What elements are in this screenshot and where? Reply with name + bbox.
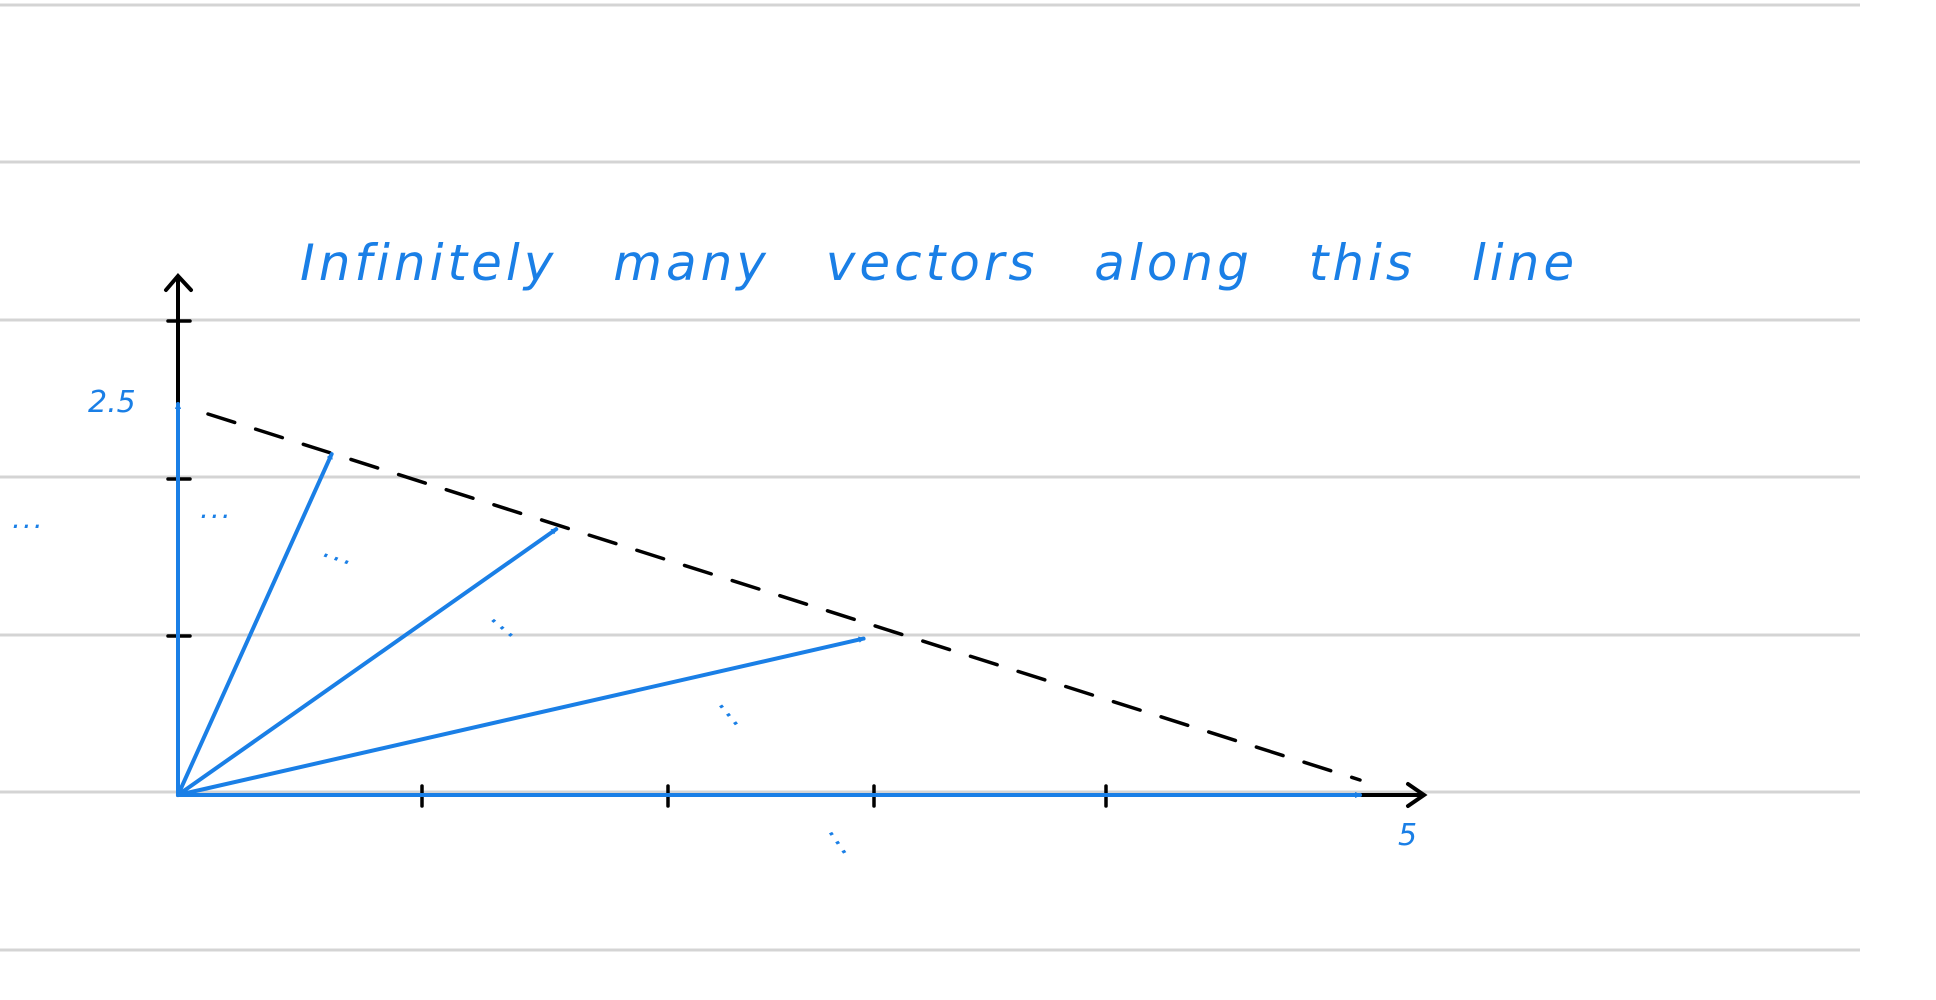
ellipsis-mark: ... <box>713 688 759 734</box>
y-axis-arrowhead <box>164 272 193 292</box>
ellipsis-marks: ... ... ... ... ... ... <box>12 492 868 863</box>
x-intercept-label: 5 <box>1398 818 1417 853</box>
ellipsis-mark: ... <box>12 502 45 535</box>
x-axis-arrowhead <box>1406 782 1428 808</box>
ellipsis-mark: ... <box>200 492 233 525</box>
ellipsis-mark: ... <box>822 817 868 863</box>
ellipsis-mark: ... <box>320 531 361 572</box>
dashed-solution-line <box>206 412 1362 782</box>
ellipsis-mark: ... <box>486 600 532 646</box>
title-annotation: Infinitely many vectors along this line <box>300 234 1578 292</box>
vector-arrow <box>176 527 559 797</box>
vector-arrow <box>176 636 866 797</box>
vectors <box>176 402 1362 797</box>
ruled-lines <box>0 3 1860 952</box>
y-intercept-label: 2.5 <box>88 385 136 420</box>
vector-arrow <box>176 452 334 797</box>
